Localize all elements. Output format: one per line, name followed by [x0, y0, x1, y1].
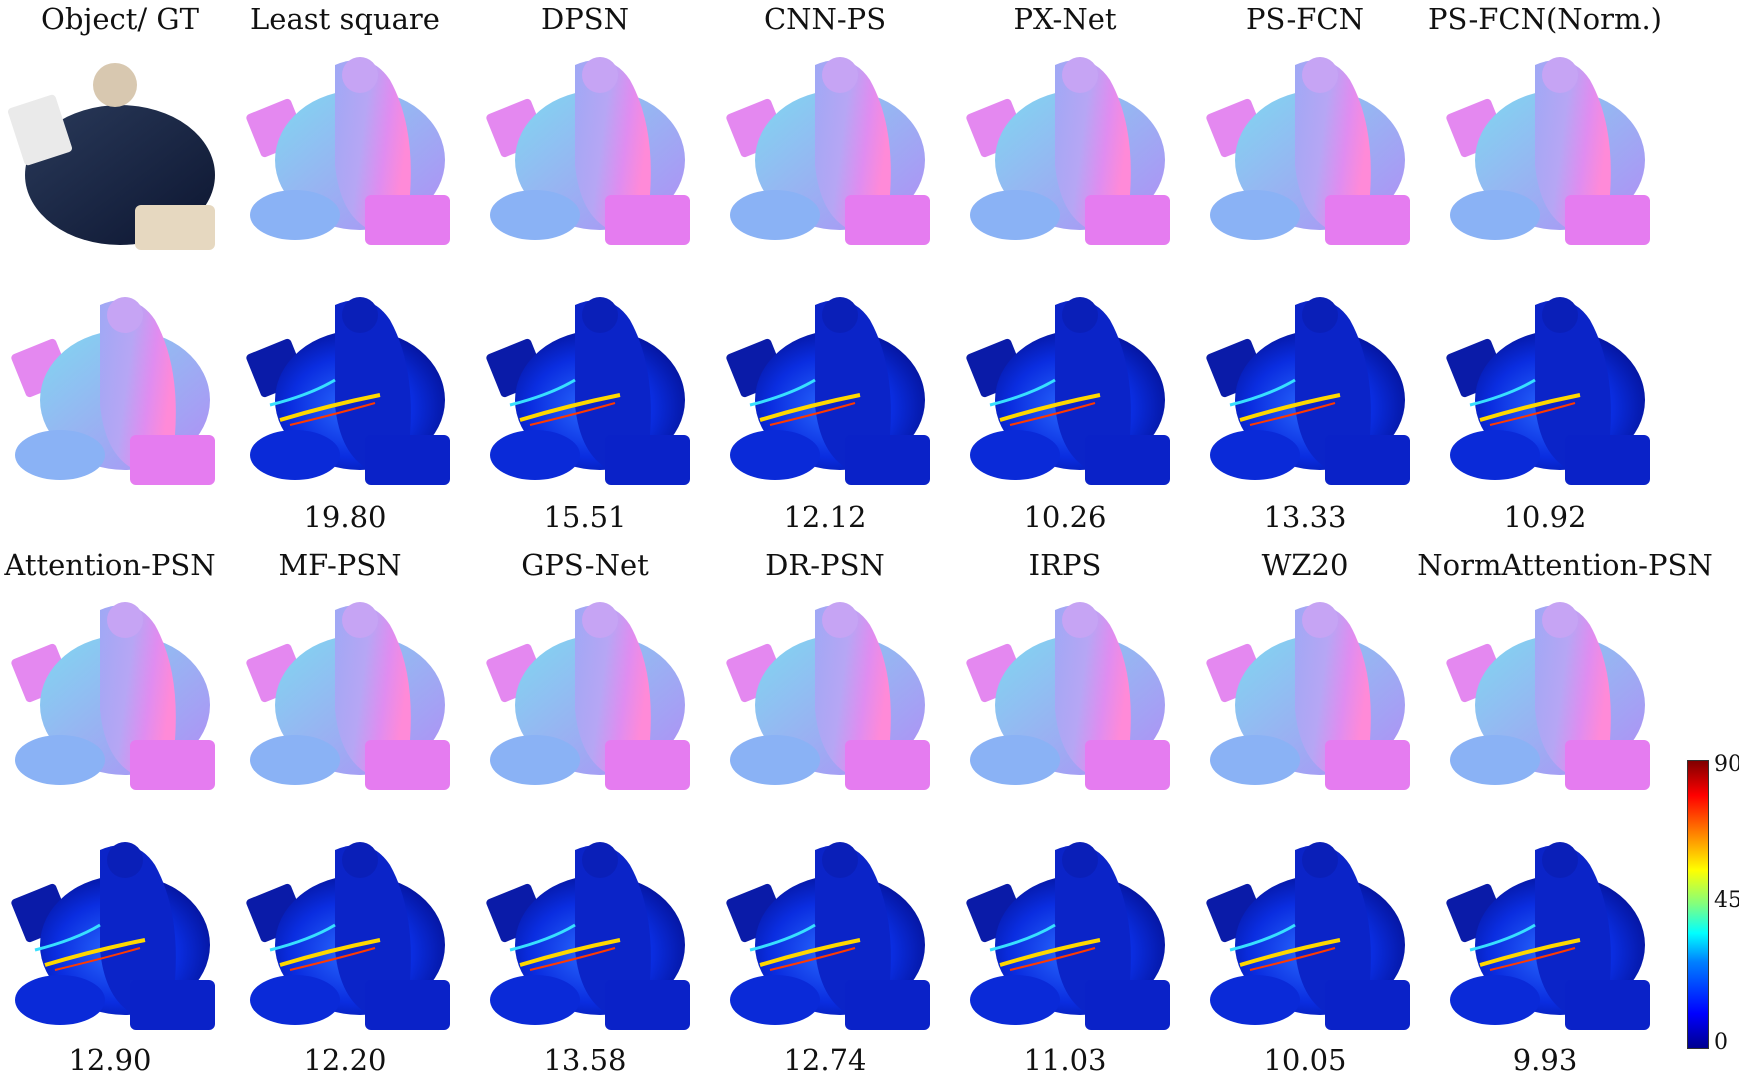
normal-map	[5, 590, 225, 800]
normal-map	[960, 45, 1180, 255]
mae-score: 12.74	[783, 1043, 867, 1077]
error-map	[720, 285, 940, 495]
normal-map	[1200, 45, 1420, 255]
column-label: NormAttention-PSN	[1417, 548, 1713, 582]
column-label: DR-PSN	[765, 548, 885, 582]
mae-score: 15.51	[543, 500, 627, 534]
mae-score: 12.12	[783, 500, 867, 534]
mae-score: 13.33	[1263, 500, 1347, 534]
colorbar-min-label: 0	[1714, 1030, 1728, 1055]
column-label: PS-FCN(Norm.)	[1428, 2, 1662, 36]
error-map	[960, 830, 1180, 1040]
mae-score: 10.92	[1503, 500, 1587, 534]
mae-score: 11.03	[1023, 1043, 1107, 1077]
mae-score: 12.90	[68, 1043, 152, 1077]
normal-map	[1440, 45, 1660, 255]
column-label: PX-Net	[1013, 2, 1117, 36]
normal-map	[720, 590, 940, 800]
error-colorbar	[1687, 760, 1709, 1049]
normal-map	[240, 45, 460, 255]
error-map	[240, 830, 460, 1040]
normal-map	[240, 590, 460, 800]
normal-map	[960, 590, 1180, 800]
column-label: DPSN	[540, 2, 629, 36]
error-map	[1440, 830, 1660, 1040]
column-label: CNN-PS	[763, 2, 887, 36]
error-map	[720, 830, 940, 1040]
error-map	[480, 285, 700, 495]
normal-map	[720, 45, 940, 255]
mae-score: 10.05	[1263, 1043, 1347, 1077]
column-label: Attention-PSN	[4, 548, 216, 582]
error-map	[1440, 285, 1660, 495]
error-map	[1200, 285, 1420, 495]
colorbar-max-label: 90	[1714, 752, 1739, 777]
error-map	[240, 285, 460, 495]
column-label: PS-FCN	[1246, 2, 1364, 36]
colorbar-mid-label: 45	[1714, 888, 1739, 913]
mae-score: 12.20	[303, 1043, 387, 1077]
column-label: IRPS	[1028, 548, 1102, 582]
column-label: WZ20	[1261, 548, 1349, 582]
gt-normal-map	[5, 285, 225, 495]
mae-score: 13.58	[543, 1043, 627, 1077]
error-map	[5, 830, 225, 1040]
column-label: MF-PSN	[278, 548, 402, 582]
normal-map	[1440, 590, 1660, 800]
error-map	[1200, 830, 1420, 1040]
object-photo	[5, 45, 225, 255]
error-map	[480, 830, 700, 1040]
normal-map	[1200, 590, 1420, 800]
mae-score: 10.26	[1023, 500, 1107, 534]
normal-map	[480, 590, 700, 800]
column-label: Least square	[250, 2, 440, 36]
mae-score: 9.93	[1512, 1043, 1578, 1077]
column-label: Object/ GT	[41, 2, 199, 36]
mae-score: 19.80	[303, 500, 387, 534]
normal-map	[480, 45, 700, 255]
error-map	[960, 285, 1180, 495]
column-label: GPS-Net	[521, 548, 649, 582]
